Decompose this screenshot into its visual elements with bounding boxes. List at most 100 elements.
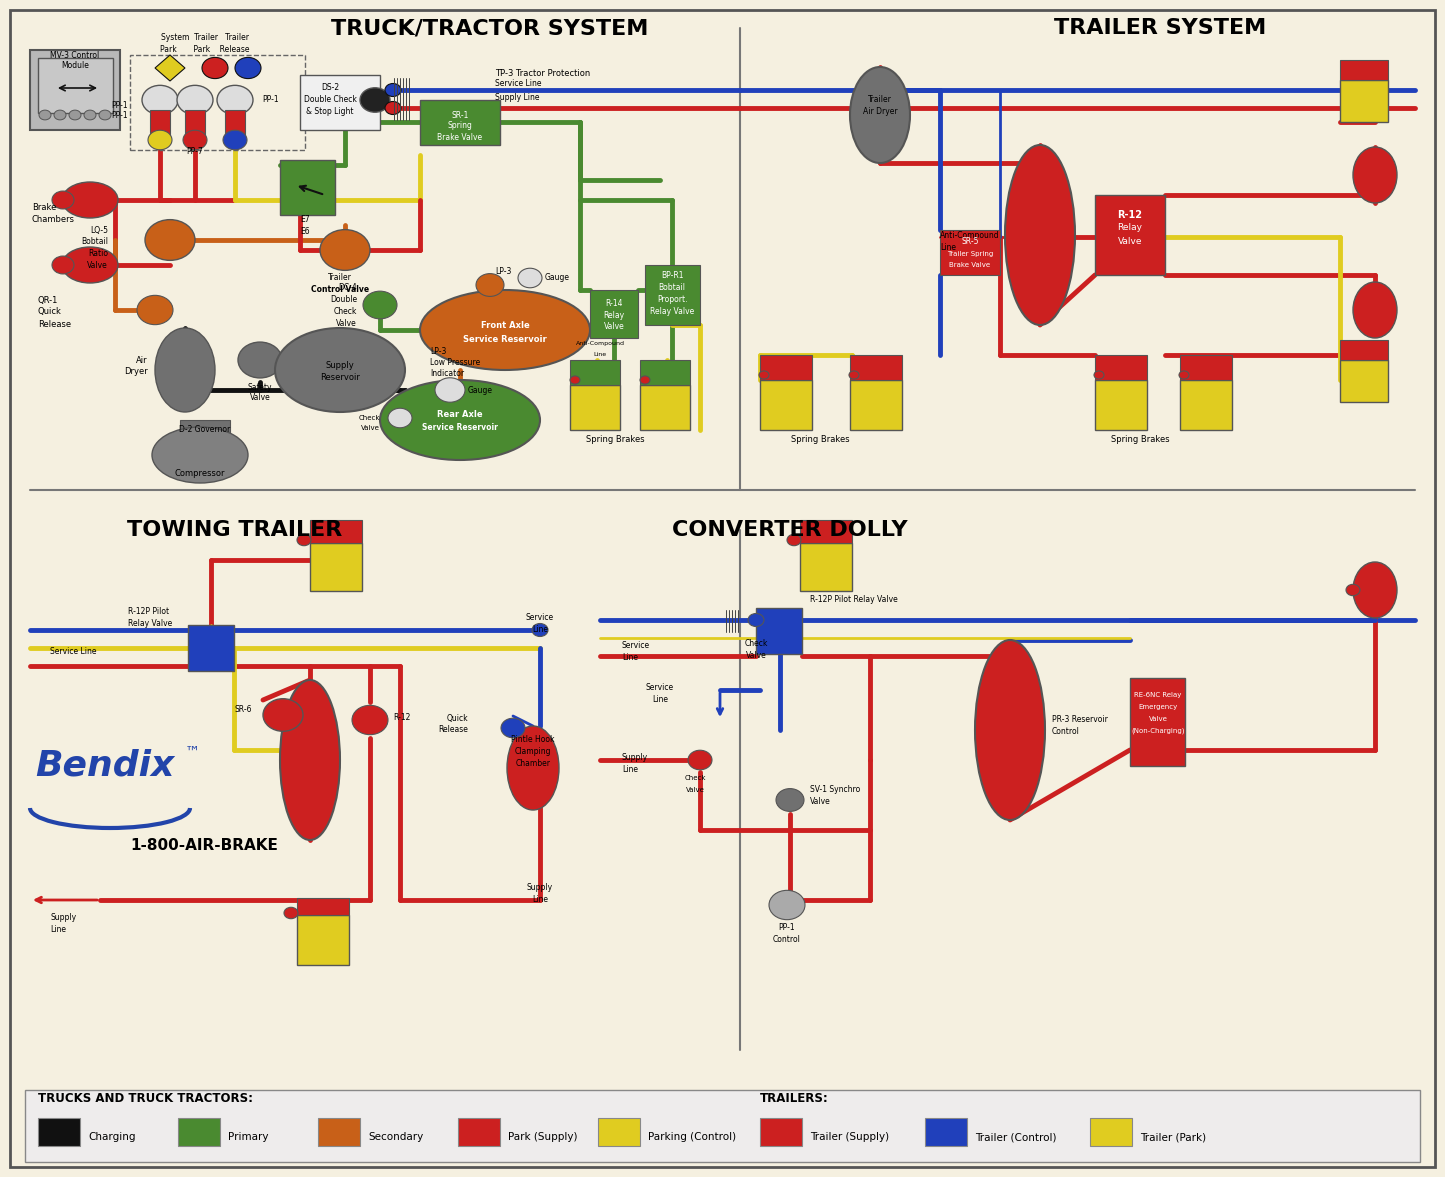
FancyBboxPatch shape: [280, 160, 335, 215]
Text: Relay Valve: Relay Valve: [650, 306, 694, 315]
Ellipse shape: [975, 640, 1045, 820]
Text: Release: Release: [438, 725, 468, 734]
FancyBboxPatch shape: [458, 1118, 500, 1146]
Text: Park       Park    Release: Park Park Release: [160, 46, 250, 54]
Text: Chamber: Chamber: [516, 759, 551, 769]
FancyBboxPatch shape: [1181, 355, 1233, 380]
Circle shape: [202, 58, 228, 79]
Circle shape: [501, 718, 525, 738]
Text: E6: E6: [301, 227, 309, 237]
Text: Service Reservoir: Service Reservoir: [422, 424, 499, 432]
FancyBboxPatch shape: [301, 75, 380, 129]
FancyBboxPatch shape: [640, 360, 691, 385]
Text: SR-1: SR-1: [451, 111, 468, 120]
Text: Air Dryer: Air Dryer: [863, 107, 897, 117]
Circle shape: [435, 378, 465, 403]
FancyBboxPatch shape: [181, 420, 230, 448]
Ellipse shape: [850, 67, 910, 162]
FancyBboxPatch shape: [225, 109, 246, 135]
Text: Supply: Supply: [51, 913, 77, 923]
Text: Indicator: Indicator: [431, 370, 464, 379]
Text: Brake: Brake: [32, 204, 56, 213]
Text: Spring Brakes: Spring Brakes: [1111, 435, 1169, 445]
Circle shape: [850, 371, 858, 379]
Text: Quick: Quick: [447, 713, 468, 723]
Text: Park (Supply): Park (Supply): [509, 1132, 578, 1142]
Text: QR-1: QR-1: [38, 295, 58, 305]
Polygon shape: [155, 55, 185, 81]
Circle shape: [319, 230, 370, 271]
FancyBboxPatch shape: [25, 1090, 1420, 1162]
Circle shape: [569, 375, 579, 384]
FancyBboxPatch shape: [185, 109, 205, 135]
Text: TP-3 Tractor Protection: TP-3 Tractor Protection: [496, 68, 590, 78]
Text: D-2 Governor: D-2 Governor: [179, 426, 231, 434]
FancyBboxPatch shape: [1095, 355, 1147, 380]
Circle shape: [52, 257, 74, 274]
Text: Valve: Valve: [685, 787, 705, 793]
Text: Service Reservoir: Service Reservoir: [464, 335, 546, 345]
Text: Valve: Valve: [87, 261, 108, 271]
Text: BP-R1: BP-R1: [660, 271, 683, 279]
Text: Trailer (Control): Trailer (Control): [975, 1132, 1056, 1142]
Text: Bobtail: Bobtail: [81, 238, 108, 246]
Text: R-12P Pilot: R-12P Pilot: [129, 607, 169, 617]
Text: SR-5: SR-5: [961, 238, 978, 246]
Circle shape: [517, 268, 542, 287]
Text: Valve: Valve: [337, 319, 357, 327]
FancyBboxPatch shape: [760, 1118, 802, 1146]
Text: CONVERTER DOLLY: CONVERTER DOLLY: [672, 520, 907, 540]
Circle shape: [475, 273, 504, 297]
Ellipse shape: [380, 380, 540, 460]
Text: Charging: Charging: [88, 1132, 136, 1142]
Text: Spring Brakes: Spring Brakes: [790, 435, 850, 445]
Text: Double: Double: [329, 295, 357, 305]
Text: Control Valve: Control Valve: [311, 286, 368, 294]
Text: Anti-Compound: Anti-Compound: [575, 340, 624, 346]
Text: SV-1 Synchro: SV-1 Synchro: [811, 785, 860, 794]
Text: Emergency: Emergency: [1139, 704, 1178, 710]
Text: Service: Service: [621, 640, 650, 650]
Text: Gauge: Gauge: [468, 386, 493, 394]
Text: Supply: Supply: [621, 753, 649, 763]
Text: Service: Service: [526, 613, 553, 623]
Text: Line: Line: [621, 652, 639, 661]
Circle shape: [749, 613, 764, 626]
FancyBboxPatch shape: [178, 1118, 220, 1146]
Ellipse shape: [155, 328, 215, 412]
Text: SR-6: SR-6: [234, 705, 251, 714]
Circle shape: [39, 111, 51, 120]
Text: Spring Brakes: Spring Brakes: [585, 435, 644, 445]
FancyBboxPatch shape: [850, 380, 902, 430]
Text: Relay Valve: Relay Valve: [129, 619, 172, 629]
Text: Trailer: Trailer: [868, 95, 892, 105]
Circle shape: [1094, 371, 1104, 379]
FancyBboxPatch shape: [30, 49, 120, 129]
Circle shape: [640, 375, 650, 384]
Circle shape: [147, 131, 172, 149]
Ellipse shape: [1006, 145, 1075, 325]
Text: Trailer Spring: Trailer Spring: [946, 251, 993, 257]
FancyBboxPatch shape: [569, 360, 620, 385]
Text: Valve: Valve: [811, 798, 831, 806]
Text: Supply Line: Supply Line: [496, 93, 539, 102]
FancyBboxPatch shape: [188, 625, 234, 671]
Text: & Stop Light: & Stop Light: [306, 107, 354, 117]
Circle shape: [360, 88, 390, 112]
Text: R-12: R-12: [393, 713, 410, 723]
Text: R-12P Pilot Relay Valve: R-12P Pilot Relay Valve: [811, 596, 897, 605]
Text: Release: Release: [38, 319, 71, 328]
FancyBboxPatch shape: [298, 915, 350, 965]
Ellipse shape: [280, 680, 340, 840]
Text: TOWING TRAILER: TOWING TRAILER: [127, 520, 342, 540]
Circle shape: [769, 890, 805, 919]
Text: Brake Valve: Brake Valve: [949, 262, 991, 268]
Text: PP-7: PP-7: [186, 147, 204, 157]
Text: Module: Module: [61, 60, 90, 69]
Text: LP-3: LP-3: [496, 267, 512, 277]
Text: Line: Line: [621, 765, 639, 774]
FancyBboxPatch shape: [311, 520, 363, 543]
Text: RE-6NC Relay: RE-6NC Relay: [1134, 692, 1182, 698]
Text: PP-1: PP-1: [779, 924, 795, 932]
FancyBboxPatch shape: [850, 355, 902, 380]
